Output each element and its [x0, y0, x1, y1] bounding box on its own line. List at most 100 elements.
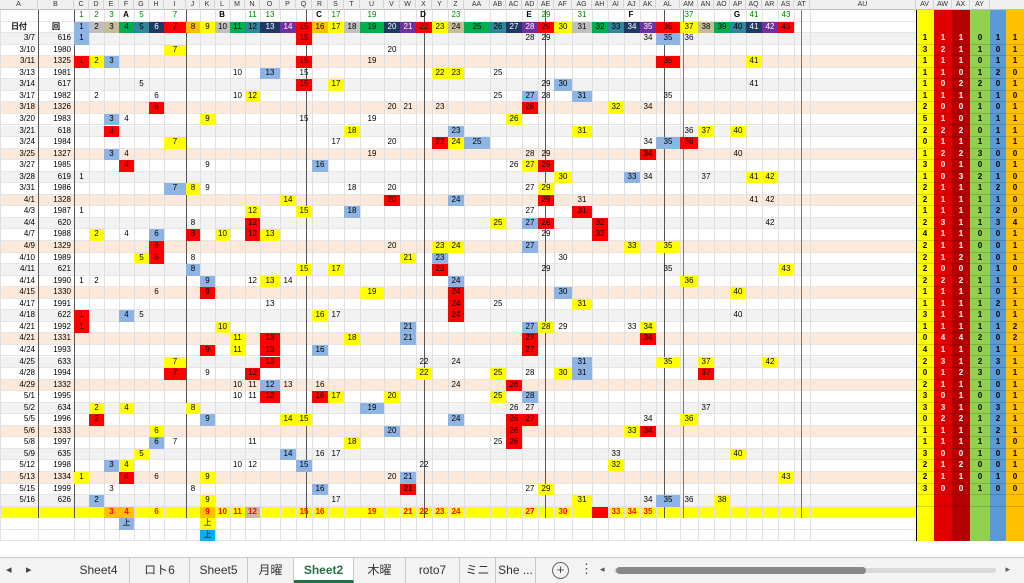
column-header[interactable]: X [416, 0, 432, 10]
summary-count-cell[interactable]: 2 [990, 206, 1006, 218]
summary-count-cell[interactable]: 0 [916, 333, 934, 345]
number-cell[interactable]: 42 [762, 21, 778, 34]
number-cell[interactable]: 20 [384, 391, 400, 403]
date-cell[interactable]: 4/21 [19, 321, 35, 331]
number-cell[interactable]: 31 [572, 90, 592, 103]
summary-count-cell[interactable]: 0 [990, 102, 1006, 114]
summary-count-cell[interactable]: 1 [916, 299, 934, 311]
column-header[interactable]: AM [680, 0, 698, 10]
number-cell[interactable]: 2 [89, 414, 104, 426]
number-cell[interactable]: 19 [367, 10, 377, 19]
number-cell[interactable]: 31 [572, 356, 592, 369]
sheet-tab[interactable]: She ... [496, 558, 536, 583]
summary-count-cell[interactable]: 0 [952, 102, 970, 114]
number-cell[interactable]: 22 [432, 67, 448, 80]
sheet-tab[interactable]: ロト6 [130, 558, 190, 583]
number-cell[interactable]: 38 [714, 495, 730, 507]
number-cell[interactable]: 41 [746, 21, 762, 34]
number-cell[interactable]: 7 [164, 368, 186, 380]
number-cell[interactable]: 36 [684, 495, 694, 505]
summary-count-cell[interactable]: 0 [970, 241, 990, 253]
number-cell[interactable]: 34 [640, 333, 656, 345]
number-cell[interactable]: 41 [746, 171, 762, 184]
scroll-left-arrow-icon[interactable]: ◂ [600, 564, 605, 574]
number-cell[interactable]: 36 [680, 414, 698, 426]
summary-count-cell[interactable]: 0 [990, 380, 1006, 392]
number-cell[interactable]: 2 [94, 10, 99, 19]
summary-count-cell[interactable]: 1 [1006, 79, 1024, 91]
add-sheet-button[interactable]: + [552, 562, 569, 579]
summary-count-cell[interactable]: 1 [952, 183, 970, 195]
column-header[interactable]: AW [934, 0, 952, 10]
summary-count-cell[interactable]: 2 [952, 276, 970, 288]
number-cell[interactable]: 24 [448, 310, 464, 322]
sheet-tab[interactable]: Sheet2 [294, 558, 354, 583]
number-cell[interactable]: 16 [312, 483, 328, 496]
summary-count-cell[interactable]: 1 [970, 114, 990, 126]
draw-number-cell[interactable]: 1326 [53, 102, 71, 112]
number-cell[interactable]: 9 [200, 414, 215, 426]
number-cell[interactable]: 3 [104, 125, 119, 138]
summary-count-cell[interactable] [916, 495, 934, 507]
summary-count-cell[interactable]: 2 [916, 126, 934, 138]
date-cell[interactable]: 4/29 [19, 379, 35, 389]
summary-count-cell[interactable]: 2 [934, 276, 952, 288]
summary-count-cell[interactable]: 1 [1006, 253, 1024, 265]
draw-number-cell[interactable]: 1995 [53, 391, 71, 401]
summary-count-cell[interactable]: 1 [934, 206, 952, 218]
summary-count-cell[interactable]: 1 [970, 195, 990, 207]
date-cell[interactable]: 3/14 [19, 79, 35, 89]
summary-count-cell[interactable]: 3 [916, 403, 934, 415]
column-header[interactable]: N [245, 0, 260, 10]
summary-count-cell[interactable]: 1 [934, 33, 952, 45]
number-cell[interactable]: 27 [522, 344, 538, 357]
number-cell[interactable]: 26 [506, 113, 522, 126]
summary-count-cell[interactable]: 1 [990, 195, 1006, 207]
summary-count-cell[interactable]: 1 [1006, 368, 1024, 380]
summary-count-cell[interactable]: 2 [916, 276, 934, 288]
number-cell[interactable]: 22 [432, 137, 448, 149]
number-cell[interactable]: 35 [656, 495, 680, 507]
number-cell[interactable]: 17 [328, 391, 344, 403]
summary-count-cell[interactable]: 3 [916, 45, 934, 57]
summary-count-cell[interactable]: 1 [916, 172, 934, 184]
summary-count-cell[interactable]: 1 [934, 310, 952, 322]
summary-count-cell[interactable]: 1 [934, 437, 952, 449]
summary-count-cell[interactable]: 1 [990, 172, 1006, 184]
number-cell[interactable]: 20 [384, 194, 400, 207]
number-cell[interactable]: 20 [384, 425, 400, 438]
number-cell[interactable]: 35 [656, 241, 680, 253]
number-cell[interactable]: 8 [186, 402, 200, 415]
summary-count-cell[interactable]: 1 [952, 403, 970, 415]
number-cell[interactable]: 35 [663, 264, 673, 274]
number-cell[interactable]: 33 [624, 171, 640, 184]
column-header[interactable]: AY [970, 0, 990, 10]
summary-count-cell[interactable]: 0 [1006, 472, 1024, 484]
number-cell[interactable]: 8 [190, 252, 196, 262]
number-cell[interactable]: 43 [778, 21, 794, 34]
summary-count-cell[interactable]: 3 [990, 218, 1006, 230]
summary-count-cell[interactable]: 1 [952, 391, 970, 403]
number-cell[interactable]: 19 [360, 506, 384, 519]
date-cell[interactable]: 4/21 [19, 333, 35, 343]
number-cell[interactable]: 12 [245, 90, 260, 103]
number-cell[interactable]: 26 [509, 402, 519, 412]
summary-count-cell[interactable]: 1 [1006, 403, 1024, 415]
number-cell[interactable]: 27 [525, 183, 535, 193]
sheet-tab[interactable]: 木曜 [354, 558, 406, 583]
summary-count-cell[interactable]: 1 [916, 56, 934, 68]
number-cell[interactable]: 19 [367, 113, 377, 123]
summary-count-cell[interactable]: 1 [934, 345, 952, 357]
number-cell[interactable]: 5 [139, 79, 144, 89]
number-cell[interactable]: 20 [387, 472, 397, 481]
number-cell[interactable]: 27 [506, 21, 522, 34]
number-cell[interactable]: 7 [164, 21, 186, 34]
number-cell[interactable]: 24 [448, 275, 464, 288]
number-cell[interactable]: 4 [119, 460, 134, 472]
number-cell[interactable]: 10 [215, 229, 230, 241]
number-cell[interactable]: 10 [218, 506, 227, 516]
number-cell[interactable]: 37 [698, 125, 714, 138]
draw-number-cell[interactable]: 1983 [53, 113, 71, 123]
summary-count-cell[interactable]: 3 [934, 357, 952, 369]
summary-count-cell[interactable]: 1 [970, 253, 990, 265]
